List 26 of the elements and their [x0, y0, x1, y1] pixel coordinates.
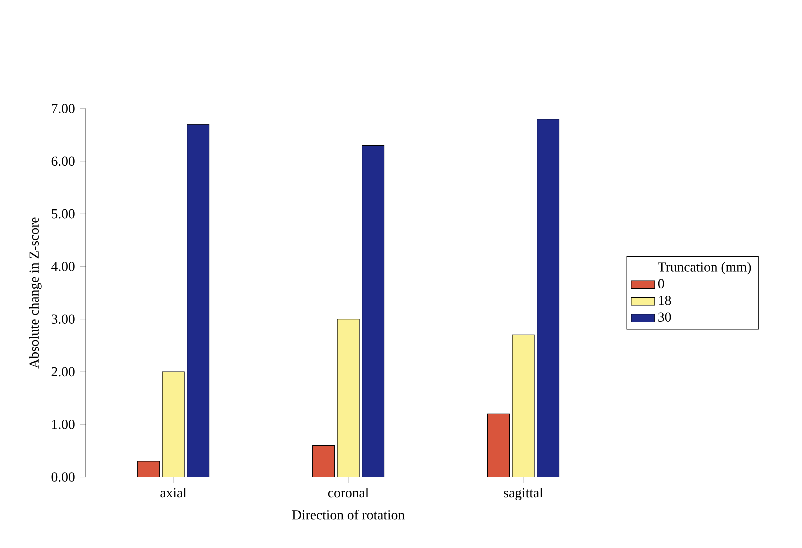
y-tick-label: 0.00	[52, 472, 75, 482]
x-axis-title: Direction of rotation	[292, 510, 405, 520]
legend-title: Truncation (mm)	[658, 262, 752, 275]
bar	[337, 319, 360, 478]
y-tick-label: 4.00	[52, 262, 75, 272]
bar	[162, 372, 185, 478]
bar	[512, 335, 535, 478]
x-tick-label: sagittal	[504, 488, 544, 501]
legend-label: 18	[659, 296, 672, 306]
y-tick-label: 3.00	[52, 314, 75, 324]
y-axis-title: Absolute change in Z-score	[29, 218, 42, 369]
bar	[488, 414, 510, 478]
y-tick-label: 5.00	[52, 210, 75, 219]
y-tick-label: 7.00	[52, 104, 75, 114]
legend-label: 0	[658, 279, 664, 289]
bar	[138, 462, 160, 478]
x-tick-label: axial	[160, 488, 187, 498]
bar	[362, 146, 385, 478]
y-tick-label: 6.00	[52, 156, 75, 166]
bar	[537, 119, 560, 478]
y-tick-label: 1.00	[52, 420, 75, 430]
bar	[312, 446, 335, 478]
x-tick-label: coronal	[328, 488, 369, 498]
y-tick-label: 2.00	[52, 367, 75, 377]
bar	[187, 124, 210, 478]
legend-label: 30	[658, 312, 672, 322]
